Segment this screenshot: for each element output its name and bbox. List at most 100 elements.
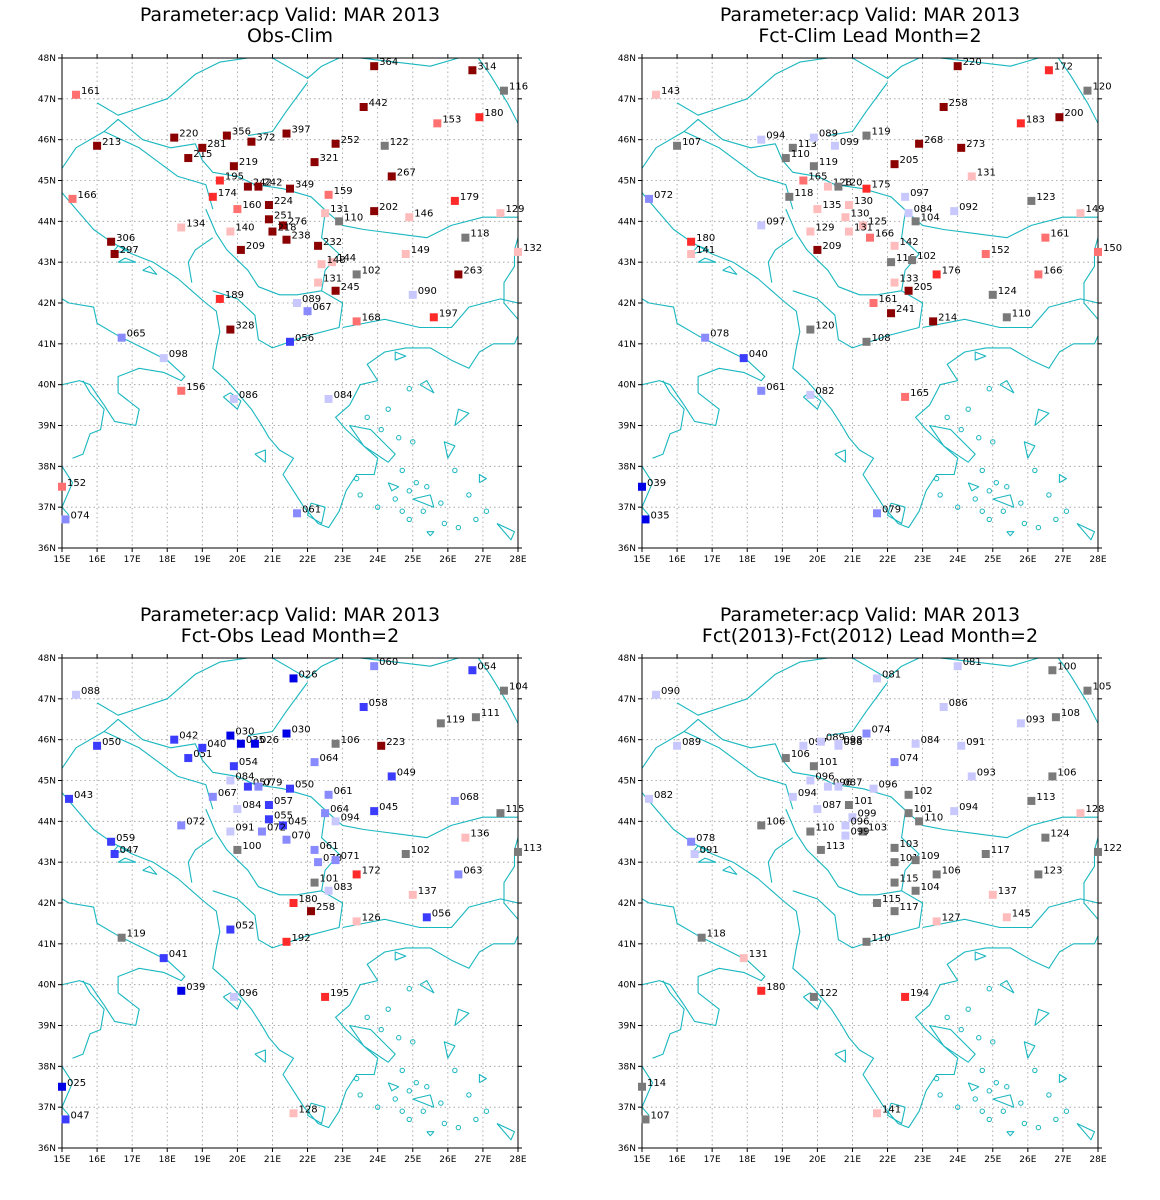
lat-tick-label: 48N [618,54,636,64]
station-marker [806,325,815,334]
station-value-label: 091 [235,823,254,834]
station-value-label: 128 [299,1104,318,1115]
station-marker [310,878,319,887]
station-value-label: 118 [794,188,813,199]
station-marker [809,762,818,771]
station-value-label: 078 [710,329,729,340]
station-marker [331,856,340,865]
station-marker [226,776,235,785]
station-value-label: 220 [179,129,198,140]
station-marker [809,992,818,1001]
station-value-label: 040 [749,349,768,360]
lat-tick-label: 44N [618,817,636,827]
lon-tick-label: 28E [1089,555,1106,565]
lat-tick-label: 46N [618,136,636,146]
station-value-label: 091 [966,737,985,748]
station-value-label: 141 [882,1104,901,1115]
station-value-label: 039 [186,982,205,993]
station-marker [844,227,853,236]
station-marker [1094,847,1102,856]
station-value-label: 030 [235,727,254,738]
station-marker [834,782,843,791]
station-value-label: 070 [291,831,310,842]
station-marker [862,131,871,140]
station-value-label: 079 [263,778,282,789]
station-value-label: 115 [505,804,524,815]
lat-tick-label: 46N [38,136,56,146]
lon-tick-label: 27E [1054,555,1071,565]
station-marker [1027,196,1036,205]
station-value-label: 089 [682,737,701,748]
station-value-label: 035 [651,510,670,521]
station-value-label: 083 [334,882,353,893]
station-value-label: 061 [320,841,339,852]
station-marker [310,158,319,167]
station-marker [247,137,256,146]
station-marker [370,662,379,671]
station-value-label: 030 [291,725,310,736]
station-value-label: 172 [1054,61,1073,72]
station-value-label: 101 [320,874,339,885]
station-value-label: 143 [661,86,680,97]
station-marker [177,223,186,232]
station-value-label: 026 [260,735,279,746]
station-value-label: 120 [843,178,862,189]
station-value-label: 141 [696,245,715,256]
station-marker [869,299,878,307]
station-marker [65,794,74,803]
station-value-label: 110 [815,823,834,834]
station-value-label: 061 [302,504,321,515]
station-marker [278,221,287,230]
station-value-label: 098 [843,735,862,746]
station-marker [1051,713,1060,722]
station-value-label: 328 [235,321,254,332]
station-value-label: 209 [246,241,265,252]
station-value-label: 101 [900,853,919,864]
station-marker [352,870,361,879]
station-marker [328,258,337,267]
lat-tick-label: 44N [618,217,636,227]
station-marker [289,899,298,907]
station-marker [93,141,102,150]
station-value-label: 084 [235,772,254,783]
station-marker [310,758,319,767]
lat-tick-label: 45N [618,177,636,187]
station-marker [177,986,186,995]
station-marker [908,256,917,265]
station-marker [873,899,882,907]
lon-tick-label: 22E [879,555,896,565]
station-value-label: 215 [193,149,212,160]
station-value-label: 039 [647,478,666,489]
station-value-label: 088 [81,686,100,697]
station-value-label: 372 [256,133,275,144]
station-marker [215,176,224,185]
lon-tick-label: 16E [669,1155,686,1165]
lon-tick-label: 19E [194,555,211,565]
station-value-label: 113 [826,841,845,852]
station-value-label: 238 [291,231,310,242]
station-marker [806,390,815,399]
station-value-label: 200 [1064,108,1083,119]
station-marker [454,870,463,879]
station-marker [324,886,333,895]
station-value-label: 098 [169,349,188,360]
station-marker [873,674,882,683]
station-marker [890,278,899,287]
station-value-label: 072 [654,190,673,201]
station-value-label: 061 [766,382,785,393]
station-value-label: 120 [815,321,834,332]
lon-tick-label: 20E [229,1155,246,1165]
station-marker [233,845,242,854]
station-marker [816,737,825,746]
lat-tick-label: 39N [38,1022,56,1032]
station-marker [932,917,941,926]
station-value-label: 110 [1012,308,1031,319]
station-marker [1016,119,1025,128]
station-marker [932,870,941,879]
station-marker [1076,809,1085,818]
station-value-label: 172 [362,865,381,876]
station-value-label: 072 [267,823,286,834]
station-marker [652,690,661,699]
station-value-label: 267 [397,167,416,178]
